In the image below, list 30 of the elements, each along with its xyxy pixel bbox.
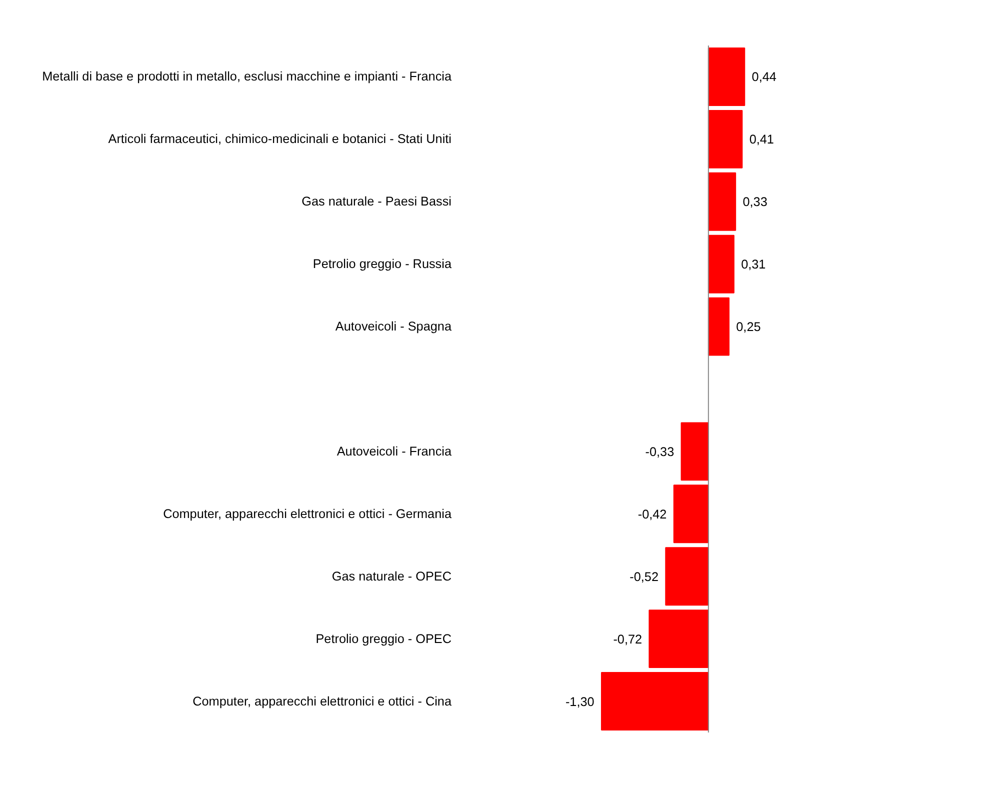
- data-label: -0,72: [613, 632, 642, 646]
- y-tick-label: Gas naturale - Paesi Bassi: [302, 194, 452, 209]
- y-tick-label: Articoli farmaceutici, chimico-medicinali e botanici - Stati Uniti: [108, 132, 452, 146]
- bar: [708, 48, 746, 106]
- y-tick-label: Computer, apparecchi elettronici e ottici - Germania: [163, 506, 452, 521]
- y-tick-label: Autoveicoli - Francia: [336, 444, 452, 458]
- bar: [708, 110, 743, 168]
- bar: [708, 234, 734, 294]
- y-tick-label: Computer, apparecchi elettronici e ottici - Cina: [192, 694, 452, 708]
- data-label: -0,42: [638, 507, 667, 522]
- y-tick-label: Gas naturale - OPEC: [332, 569, 452, 584]
- bar: [673, 484, 709, 544]
- bar: [680, 422, 709, 481]
- bar: [708, 297, 730, 356]
- data-label: -1,30: [565, 694, 594, 709]
- y-tick-label: Metalli di base e prodotti in metallo, esclusi macchine e impianti - Francia: [42, 70, 452, 84]
- bar: [665, 547, 709, 606]
- y-tick-label: Petrolio greggio - OPEC: [316, 632, 452, 646]
- data-label: 0,44: [752, 70, 776, 84]
- data-label: 0,41: [749, 132, 774, 147]
- bar: [648, 610, 709, 668]
- data-label: -0,33: [645, 444, 674, 459]
- data-label: 0,25: [736, 320, 761, 334]
- y-tick-label: Autoveicoli - Spagna: [335, 320, 452, 334]
- bar: [600, 672, 709, 730]
- data-label: 0,31: [741, 258, 766, 272]
- data-label: -0,52: [630, 570, 659, 584]
- bar: [708, 172, 736, 231]
- y-tick-label: Petrolio greggio - Russia: [312, 257, 452, 272]
- data-label: 0,33: [742, 195, 768, 210]
